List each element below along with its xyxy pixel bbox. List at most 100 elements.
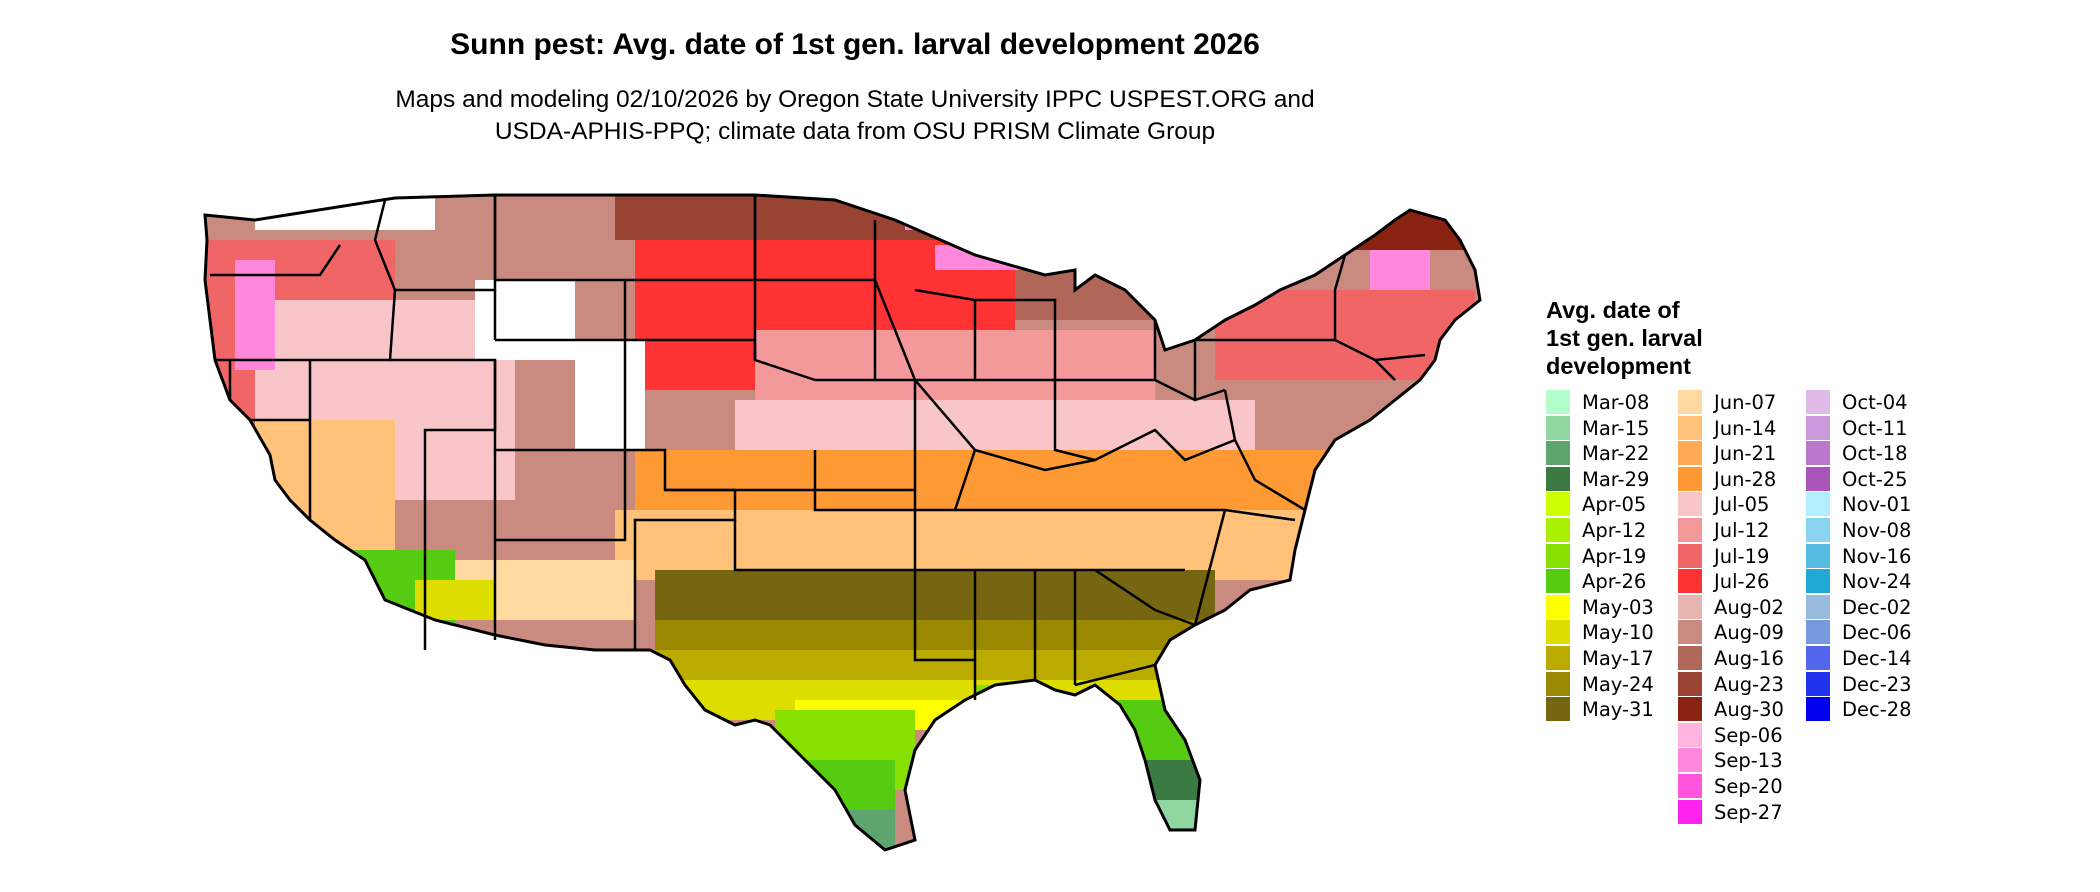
- legend-label: Mar-29: [1582, 468, 1650, 491]
- zone-lake-brown: [1015, 220, 1235, 320]
- legend-swatch: [1806, 672, 1830, 696]
- zone-rockies-white: [475, 280, 575, 360]
- subtitle-line-1: Maps and modeling 02/10/2026 by Oregon S…: [395, 86, 1315, 113]
- legend-swatch: [1806, 467, 1830, 491]
- zone-arizona-yellow: [415, 580, 495, 620]
- legend-label: Sep-13: [1714, 749, 1783, 772]
- legend-label: Nov-01: [1842, 493, 1912, 516]
- legend-label: Oct-11: [1842, 417, 1908, 440]
- zone-north-dark-brown: [615, 195, 1095, 240]
- legend-swatch: [1678, 492, 1702, 516]
- zone-idaho-magenta: [235, 260, 275, 370]
- zone-colorado-white: [575, 340, 645, 450]
- legend-label: Apr-12: [1582, 519, 1647, 542]
- legend-swatch: [1546, 697, 1570, 721]
- legend-swatch: [1678, 467, 1702, 491]
- legend-swatch: [1806, 620, 1830, 644]
- legend-swatch: [1678, 697, 1702, 721]
- subtitle-line-2: USDA-APHIS-PPQ; climate data from OSU PR…: [494, 118, 1216, 145]
- legend-swatch: [1546, 569, 1570, 593]
- legend-swatch: [1546, 620, 1570, 644]
- legend-swatch: [1546, 646, 1570, 670]
- legend-label: Dec-06: [1842, 621, 1912, 644]
- legend-swatch: [1806, 441, 1830, 465]
- legend-label: Jul-05: [1714, 493, 1770, 516]
- legend-swatch: [1806, 416, 1830, 440]
- legend-swatch: [1546, 390, 1570, 414]
- legend-label: Aug-30: [1714, 698, 1784, 721]
- legend-swatch: [1678, 544, 1702, 568]
- legend-label: Jun-28: [1714, 468, 1777, 491]
- legend-label: Jul-26: [1714, 570, 1770, 593]
- legend-label: Jun-07: [1714, 391, 1777, 414]
- legend-label: Aug-09: [1714, 621, 1784, 644]
- legend-label: Dec-28: [1842, 698, 1912, 721]
- legend-swatch: [1546, 467, 1570, 491]
- legend-swatch: [1806, 697, 1830, 721]
- legend-swatch: [1806, 569, 1830, 593]
- legend-label: Dec-14: [1842, 647, 1912, 670]
- legend-swatch: [1806, 646, 1830, 670]
- legend-label: May-31: [1582, 698, 1654, 721]
- legend-swatch: [1678, 774, 1702, 798]
- legend-title-line-1: Avg. date of: [1546, 297, 1680, 323]
- legend-label: Mar-15: [1582, 417, 1650, 440]
- legend-label: Apr-19: [1582, 545, 1647, 568]
- legend-label: Nov-08: [1842, 519, 1912, 542]
- legend-swatch: [1546, 544, 1570, 568]
- legend-label: Sep-06: [1714, 724, 1783, 747]
- legend-swatch: [1678, 595, 1702, 619]
- legend-label: May-17: [1582, 647, 1654, 670]
- legend-swatch: [1678, 723, 1702, 747]
- map-subtitle: Maps and modeling 02/10/2026 by Oregon S…: [280, 84, 1430, 148]
- map-title: Sunn pest: Avg. date of 1st gen. larval …: [450, 28, 1260, 61]
- legend-label: May-03: [1582, 596, 1654, 619]
- legend-swatch: [1806, 595, 1830, 619]
- legend-label: Aug-23: [1714, 673, 1784, 696]
- legend-label: Jun-14: [1714, 417, 1777, 440]
- legend-label: Jul-19: [1714, 545, 1770, 568]
- legend-swatch: [1678, 416, 1702, 440]
- legend-title-line-2: 1st gen. larval: [1546, 325, 1703, 351]
- legend-swatch: [1678, 441, 1702, 465]
- legend-swatch: [1546, 441, 1570, 465]
- legend-label: Oct-18: [1842, 442, 1908, 465]
- zone-texas-tip: [835, 810, 895, 850]
- legend-label: Oct-25: [1842, 468, 1908, 491]
- legend-swatch: [1806, 544, 1830, 568]
- legend-label: Sep-20: [1714, 775, 1783, 798]
- legend-label: Nov-24: [1842, 570, 1912, 593]
- legend-label: Nov-16: [1842, 545, 1912, 568]
- legend-label: Aug-16: [1714, 647, 1784, 670]
- zone-montana-white: [255, 195, 435, 230]
- legend-label: Apr-05: [1582, 493, 1647, 516]
- zone-florida-green: [1115, 700, 1195, 760]
- legend-swatch: [1678, 620, 1702, 644]
- legend-label: Jul-12: [1714, 519, 1770, 542]
- legend-swatch: [1806, 518, 1830, 542]
- zone-michigan-magenta: [935, 245, 1055, 270]
- us-larval-development-map: [203, 193, 1482, 852]
- legend-swatch: [1678, 748, 1702, 772]
- state-boundaries: [210, 195, 1426, 700]
- legend-label: Oct-04: [1842, 391, 1908, 414]
- legend-swatch: [1806, 390, 1830, 414]
- legend-label: Jun-21: [1714, 442, 1777, 465]
- legend-label: Aug-02: [1714, 596, 1784, 619]
- legend-swatch: [1678, 569, 1702, 593]
- legend-label: May-24: [1582, 673, 1654, 696]
- legend-swatch: [1806, 492, 1830, 516]
- zone-maine-magenta: [1370, 250, 1430, 290]
- legend-swatch: [1678, 646, 1702, 670]
- legend-swatch: [1546, 416, 1570, 440]
- legend-swatch: [1678, 518, 1702, 542]
- zone-minnesota-magenta: [905, 195, 985, 230]
- legend-swatch: [1546, 518, 1570, 542]
- legend-label: Mar-22: [1582, 442, 1650, 465]
- legend-swatch: [1678, 672, 1702, 696]
- legend-label: Sep-27: [1714, 801, 1783, 824]
- legend-swatch: [1546, 595, 1570, 619]
- legend-swatch: [1546, 672, 1570, 696]
- legend-label: Dec-23: [1842, 673, 1912, 696]
- legend-title: Avg. date of 1st gen. larval development: [1546, 296, 1703, 380]
